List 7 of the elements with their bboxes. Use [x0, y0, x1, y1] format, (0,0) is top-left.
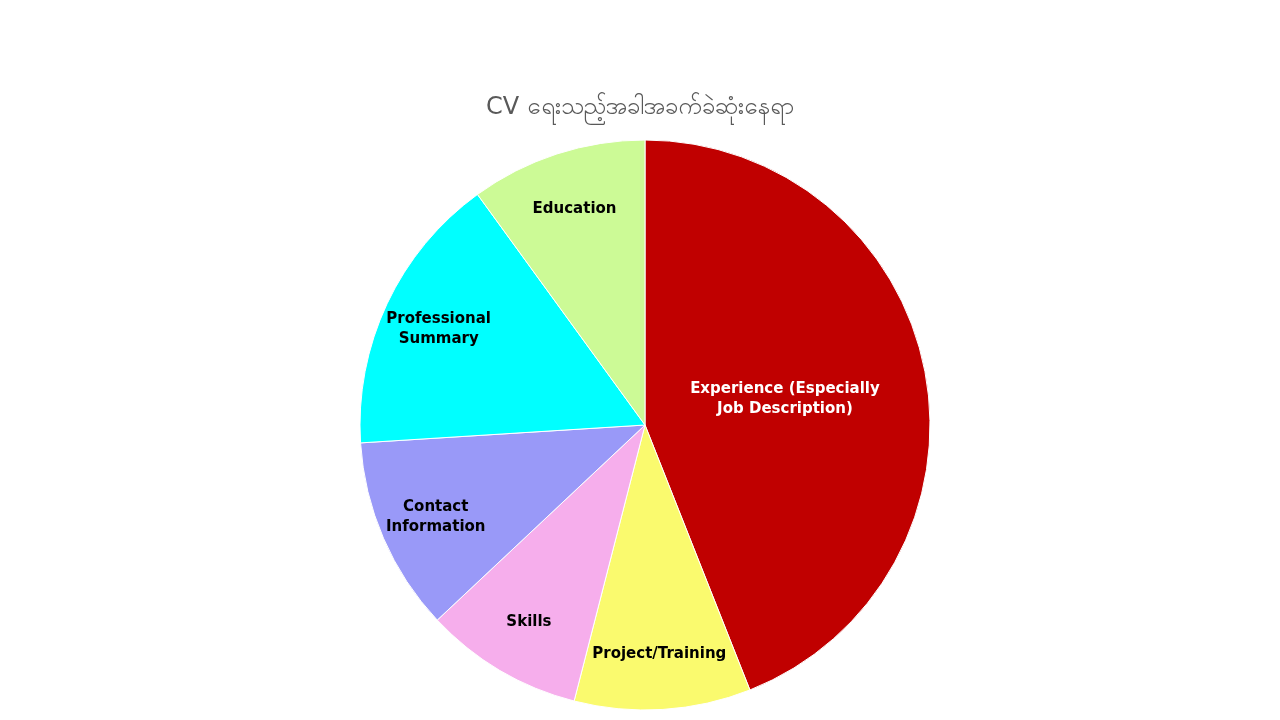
- slice-label: Experience (Especially Job Description): [690, 379, 881, 418]
- slice-label: Education: [532, 199, 617, 218]
- slice-label: Skills: [506, 612, 552, 631]
- slice-label: Contact Information: [385, 496, 486, 535]
- slice-label: Professional Summary: [386, 308, 492, 347]
- chart-title: CV ရေးသည့်အခါအခက်ခဲဆုံးနေရာ: [485, 91, 795, 127]
- slice-label: Project/Training: [592, 643, 727, 662]
